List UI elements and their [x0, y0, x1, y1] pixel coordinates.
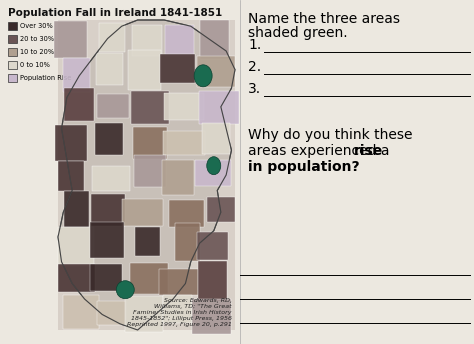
Text: 0 to 10%: 0 to 10%	[20, 62, 50, 68]
Bar	[200, 91, 239, 124]
Bar	[131, 91, 169, 124]
Bar	[160, 54, 195, 83]
Bar	[58, 227, 94, 266]
Bar	[92, 166, 130, 191]
Bar	[97, 94, 129, 118]
Bar	[159, 269, 198, 295]
Bar	[200, 20, 229, 58]
Bar	[133, 127, 167, 159]
Bar	[175, 223, 201, 261]
Bar	[131, 25, 162, 56]
Bar	[169, 200, 204, 227]
Bar	[125, 297, 163, 332]
Bar	[58, 264, 95, 292]
Bar	[134, 155, 166, 187]
Bar	[97, 301, 126, 325]
Bar	[64, 191, 89, 227]
Bar	[96, 53, 123, 85]
Bar	[164, 93, 204, 120]
Text: in population?: in population?	[248, 160, 360, 174]
Bar	[122, 199, 163, 226]
Bar	[8, 61, 17, 69]
Circle shape	[116, 281, 134, 299]
Bar	[8, 74, 17, 82]
Text: Source: Edwards, RD,
Williams, TD; "The Great
Famine: Studies in Irish History
1: Source: Edwards, RD, Williams, TD; "The …	[127, 298, 232, 327]
Bar	[55, 125, 87, 161]
Bar	[197, 56, 235, 87]
Text: rise: rise	[354, 144, 383, 158]
Bar	[163, 160, 194, 195]
Bar	[165, 24, 194, 56]
FancyBboxPatch shape	[58, 20, 235, 330]
Bar	[95, 123, 123, 154]
Bar	[8, 48, 17, 56]
Bar	[90, 222, 124, 258]
Bar	[192, 299, 231, 334]
Bar	[55, 21, 87, 58]
Bar	[63, 58, 90, 92]
Bar	[163, 295, 192, 323]
Bar	[207, 197, 235, 222]
Ellipse shape	[207, 157, 221, 175]
Bar	[8, 35, 17, 43]
Bar	[197, 233, 228, 260]
Bar	[128, 50, 161, 90]
Text: 20 to 30%: 20 to 30%	[20, 36, 54, 42]
Bar	[129, 264, 168, 294]
Text: 2.: 2.	[248, 60, 261, 74]
Text: areas experienced a: areas experienced a	[248, 144, 394, 158]
Bar	[64, 88, 94, 121]
Text: Population Fall in Ireland 1841-1851: Population Fall in Ireland 1841-1851	[8, 8, 222, 18]
Text: 1.: 1.	[248, 38, 261, 52]
Text: Why do you think these: Why do you think these	[248, 128, 412, 142]
Bar	[99, 23, 125, 52]
Polygon shape	[58, 20, 235, 330]
Text: Name the three areas: Name the three areas	[248, 12, 400, 26]
Ellipse shape	[194, 65, 212, 87]
Bar	[63, 295, 99, 329]
Text: Population Rise: Population Rise	[20, 75, 72, 81]
Bar	[202, 123, 230, 154]
Bar	[164, 131, 205, 155]
Text: Over 30%: Over 30%	[20, 23, 53, 29]
Text: 10 to 20%: 10 to 20%	[20, 49, 54, 55]
Bar	[90, 264, 122, 291]
Bar	[58, 161, 84, 191]
Bar	[198, 261, 228, 301]
Bar	[8, 22, 17, 30]
Text: 3.: 3.	[248, 82, 261, 96]
Bar	[91, 194, 125, 226]
Bar	[195, 160, 231, 186]
Text: shaded green.: shaded green.	[248, 26, 347, 40]
Bar	[135, 227, 160, 256]
